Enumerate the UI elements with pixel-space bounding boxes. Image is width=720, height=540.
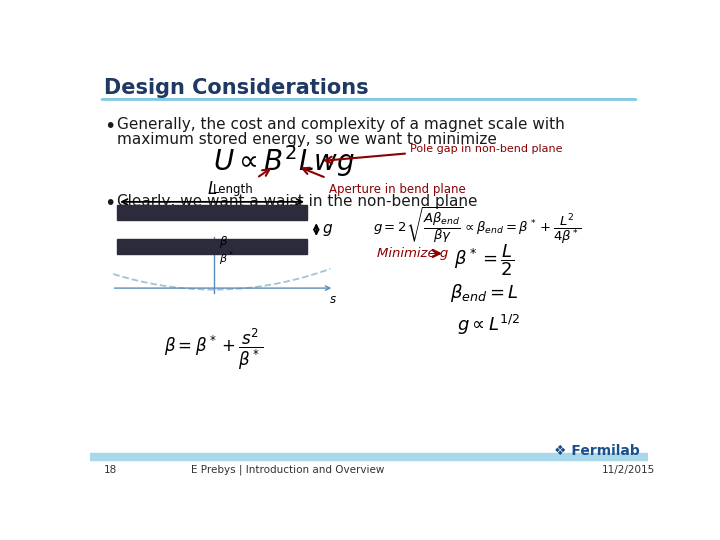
Text: $g$: $g$	[323, 221, 333, 238]
Text: ❖ Fermilab: ❖ Fermilab	[554, 444, 640, 458]
Text: •: •	[104, 194, 115, 213]
Text: maximum stored energy, so we want to minimize: maximum stored energy, so we want to min…	[117, 132, 497, 147]
Text: 11/2/2015: 11/2/2015	[601, 465, 654, 475]
Text: $U \propto B^2Lwg$: $U \propto B^2Lwg$	[213, 143, 355, 179]
Text: $\beta$: $\beta$	[219, 234, 228, 250]
Text: $\beta^*$: $\beta^*$	[219, 249, 234, 268]
Bar	[90, 453, 648, 460]
Text: •: •	[104, 117, 115, 136]
Text: $g = 2\sqrt{\dfrac{A\beta_{end}}{\beta\gamma}} \propto \beta_{end} = \beta^* + \: $g = 2\sqrt{\dfrac{A\beta_{end}}{\beta\g…	[373, 205, 582, 246]
Bar	[117, 239, 307, 254]
Text: $L$: $L$	[207, 181, 217, 198]
Text: $\beta_{end} = L$: $\beta_{end} = L$	[451, 282, 519, 304]
Text: Length: Length	[213, 183, 253, 195]
Text: Minimize g: Minimize g	[377, 247, 448, 260]
Text: Generally, the cost and complexity of a magnet scale with: Generally, the cost and complexity of a …	[117, 117, 565, 132]
Text: Pole gap in non-bend plane: Pole gap in non-bend plane	[410, 145, 562, 154]
Bar	[117, 205, 307, 220]
Text: 18: 18	[104, 465, 117, 475]
Text: $g \propto L^{1/2}$: $g \propto L^{1/2}$	[456, 313, 520, 337]
Text: E Prebys | Introduction and Overview: E Prebys | Introduction and Overview	[191, 464, 384, 475]
Text: $\beta = \beta^* + \dfrac{s^2}{\beta^*}$: $\beta = \beta^* + \dfrac{s^2}{\beta^*}$	[164, 327, 264, 372]
Text: $\beta^* = \dfrac{L}{2}$: $\beta^* = \dfrac{L}{2}$	[454, 242, 514, 278]
Text: Clearly, we want a waist in the non-bend plane: Clearly, we want a waist in the non-bend…	[117, 194, 477, 209]
Text: Aperture in bend plane: Aperture in bend plane	[329, 183, 465, 195]
Text: Design Considerations: Design Considerations	[104, 78, 369, 98]
Text: $s$: $s$	[330, 294, 337, 307]
